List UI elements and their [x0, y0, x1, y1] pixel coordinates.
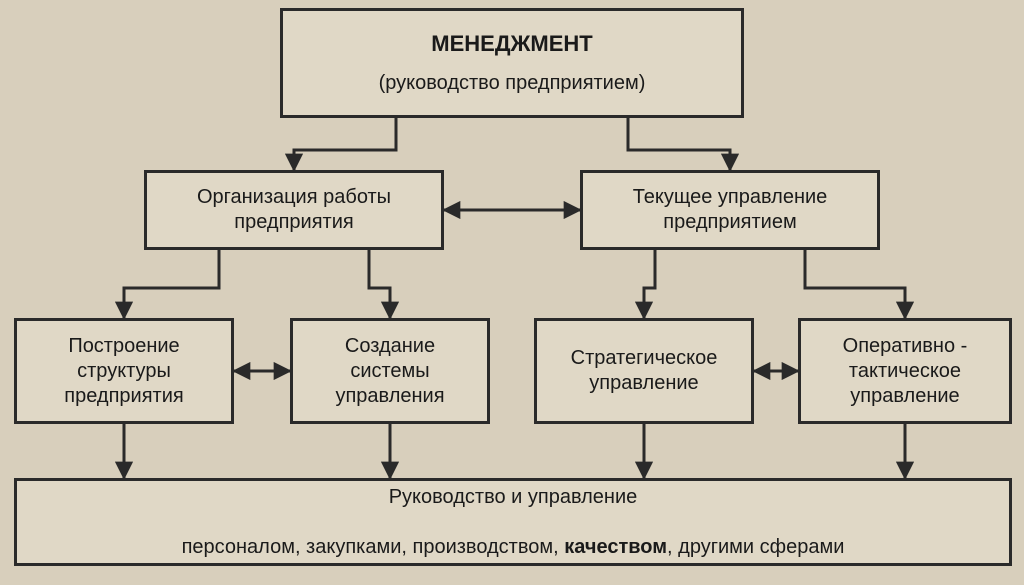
- bottom-line2-pre: персоналом, закупками, производством,: [182, 536, 565, 558]
- node-bottom: Руководство и управление персоналом, зак…: [14, 478, 1012, 566]
- node-oper-label: Оперативно - тактическое управление: [843, 334, 968, 409]
- bottom-line2: персоналом, закупками, производством, ка…: [182, 510, 845, 560]
- node-sys: Создание системы управления: [290, 318, 490, 424]
- node-org: Организация работы предприятия: [144, 170, 444, 250]
- node-org-label: Организация работы предприятия: [197, 185, 391, 235]
- bottom-line1: Руководство и управление: [389, 485, 638, 510]
- node-struct: Построение структуры предприятия: [14, 318, 234, 424]
- diagram-canvas: МЕНЕДЖМЕНТ (руководство предприятием) Ор…: [0, 0, 1024, 585]
- node-strat-label: Стратегическое управление: [571, 346, 718, 396]
- root-title: МЕНЕДЖМЕНТ: [431, 30, 592, 58]
- bottom-line2-post: , другими сферами: [667, 536, 844, 558]
- node-cur-label: Текущее управление предприятием: [633, 185, 828, 235]
- node-oper: Оперативно - тактическое управление: [798, 318, 1012, 424]
- root-subtitle: (руководство предприятием): [379, 71, 646, 96]
- node-root: МЕНЕДЖМЕНТ (руководство предприятием): [280, 8, 744, 118]
- node-cur: Текущее управление предприятием: [580, 170, 880, 250]
- node-strat: Стратегическое управление: [534, 318, 754, 424]
- node-struct-label: Построение структуры предприятия: [64, 334, 183, 409]
- bottom-line2-bold: качеством: [564, 536, 667, 558]
- node-sys-label: Создание системы управления: [335, 334, 444, 409]
